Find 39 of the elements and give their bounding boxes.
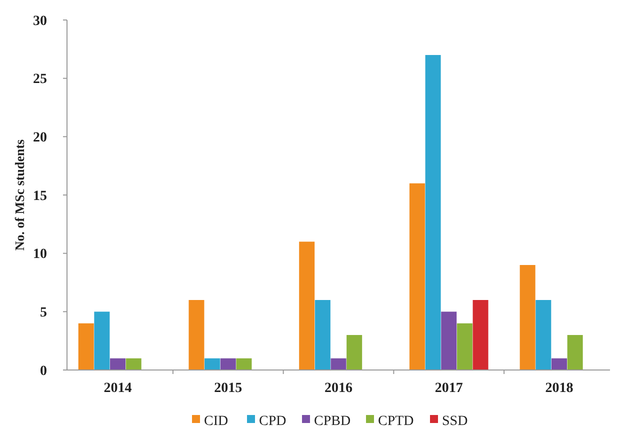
bar — [330, 358, 346, 370]
bar — [110, 358, 126, 370]
bar — [551, 358, 567, 370]
y-tick-label: 5 — [40, 306, 47, 321]
bar — [314, 300, 330, 370]
legend-label: CPBD — [314, 414, 351, 429]
bar — [188, 300, 204, 370]
y-tick-label: 25 — [33, 72, 47, 88]
bar — [536, 300, 552, 370]
bar — [520, 265, 536, 370]
y-tick-label: 15 — [33, 188, 47, 204]
x-tick-label: 2018 — [545, 381, 574, 396]
bar — [299, 242, 315, 370]
bar — [126, 358, 142, 370]
bar — [472, 300, 488, 370]
bar — [204, 358, 220, 370]
y-tick-label: 0 — [40, 364, 47, 379]
bar — [94, 312, 110, 370]
y-tick-label: 30 — [33, 14, 47, 29]
y-axis-title: No. of MSc students — [12, 139, 27, 251]
bar — [78, 323, 94, 370]
legend-label: SSD — [442, 414, 468, 429]
bar — [346, 335, 362, 370]
x-tick-label: 2014 — [104, 381, 132, 396]
legend-label: CPD — [259, 414, 286, 429]
x-tick-label: 2017 — [434, 381, 463, 396]
y-tick-label: 10 — [33, 247, 47, 262]
bar — [236, 358, 252, 370]
bar — [409, 183, 425, 370]
bar — [456, 323, 472, 370]
bar — [425, 55, 441, 370]
bar — [567, 335, 583, 370]
x-tick-label: 2016 — [324, 381, 352, 396]
bar — [441, 312, 457, 370]
bar — [220, 358, 236, 370]
y-tick-label: 20 — [33, 130, 47, 146]
x-tick-label: 2015 — [214, 381, 242, 396]
legend-label: CPTD — [378, 414, 414, 429]
legend-label: CID — [204, 414, 228, 429]
